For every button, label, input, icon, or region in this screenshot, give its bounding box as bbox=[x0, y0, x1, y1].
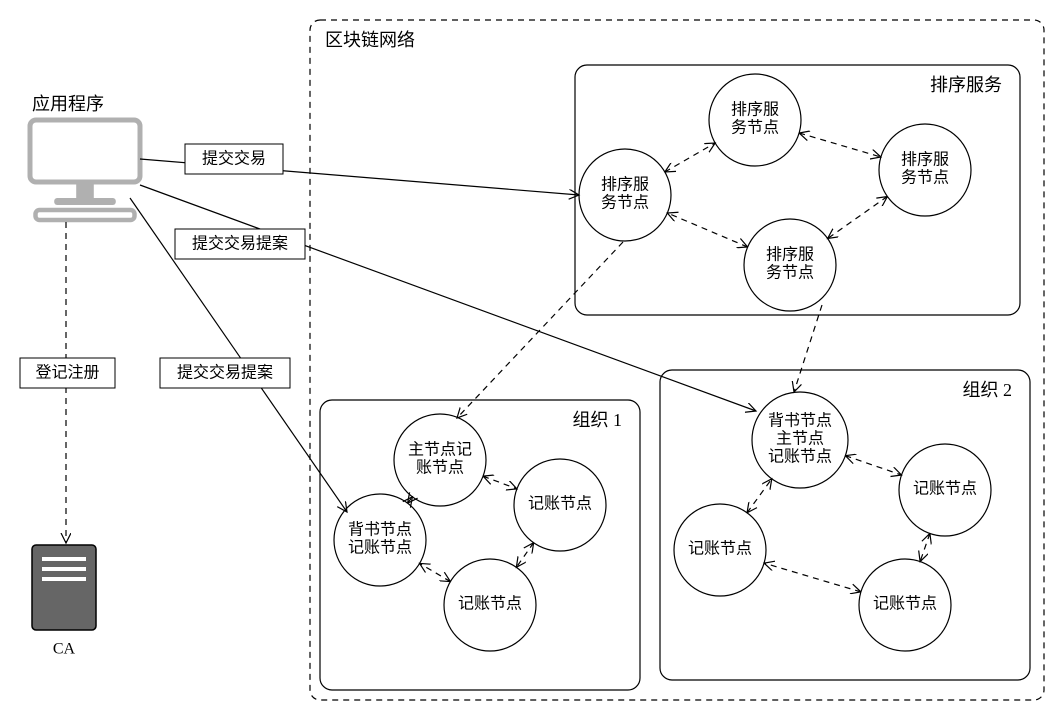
node-label-o1n1: 主节点记 bbox=[408, 441, 472, 459]
node-label-o2n4: 记账节点 bbox=[688, 540, 752, 558]
node-label-ord4: 务节点 bbox=[766, 264, 814, 282]
node-label-o1n4: 背书节点 bbox=[348, 521, 412, 539]
dashed-edge-1 bbox=[457, 242, 623, 418]
edge-ord1-ord2 bbox=[665, 143, 715, 172]
edge-o2n4-o2n1 bbox=[747, 479, 772, 513]
edge-o1n2-o1n3 bbox=[516, 543, 533, 568]
node-label-o2n3: 记账节点 bbox=[873, 595, 937, 613]
node-label-o2n2: 记账节点 bbox=[913, 480, 977, 498]
submit_tx_box-text-top: 提交交易 bbox=[202, 150, 266, 168]
register_box-text-top: 登记注册 bbox=[35, 364, 99, 382]
proposal_box_1-text-top: 提交交易提案 bbox=[192, 235, 288, 253]
node-label-o1n2: 记账节点 bbox=[528, 495, 592, 513]
org2-title: 组织 2 bbox=[963, 380, 1013, 400]
org1-title: 组织 1 bbox=[573, 410, 623, 430]
node-label-o1n1: 账节点 bbox=[416, 459, 464, 477]
edge-o1n3-o1n4 bbox=[420, 563, 451, 581]
computer-icon bbox=[30, 120, 140, 220]
edge-o2n3-o2n4 bbox=[764, 563, 861, 592]
proposal_box_2-text-top: 提交交易提案 bbox=[177, 364, 273, 382]
node-label-o2n1: 主节点 bbox=[776, 430, 824, 448]
edge-o2n2-o2n3 bbox=[920, 533, 930, 561]
edge-o1n1-o1n2 bbox=[483, 476, 517, 489]
node-label-o2n1: 背书节点 bbox=[768, 412, 832, 430]
node-label-o2n1: 记账节点 bbox=[768, 448, 832, 466]
node-label-o1n4: 记账节点 bbox=[348, 539, 412, 557]
node-label-ord3: 务节点 bbox=[901, 169, 949, 187]
node-label-o1n3: 记账节点 bbox=[458, 595, 522, 613]
node-label-ord2: 务节点 bbox=[731, 119, 779, 137]
edge-o2n1-o2n2 bbox=[845, 456, 901, 475]
node-label-ord4: 排序服 bbox=[766, 246, 814, 264]
node-label-ord1: 务节点 bbox=[601, 194, 649, 212]
server-icon bbox=[32, 545, 96, 630]
app-title: 应用程序 bbox=[32, 94, 104, 114]
edge-ord2-ord3 bbox=[799, 133, 881, 157]
edge-ord4-ord1 bbox=[667, 213, 747, 247]
ca-label: CA bbox=[53, 641, 76, 658]
node-label-ord1: 排序服 bbox=[601, 176, 649, 194]
edge-ord3-ord4 bbox=[828, 196, 888, 238]
blockchain-title: 区块链网络 bbox=[325, 30, 415, 50]
dashed-edge-2 bbox=[794, 305, 822, 392]
ordering-title: 排序服务 bbox=[930, 75, 1002, 95]
node-label-ord3: 排序服 bbox=[901, 151, 949, 169]
edge-o1n4-o1n1 bbox=[408, 497, 413, 503]
node-label-ord2: 排序服 bbox=[731, 101, 779, 119]
